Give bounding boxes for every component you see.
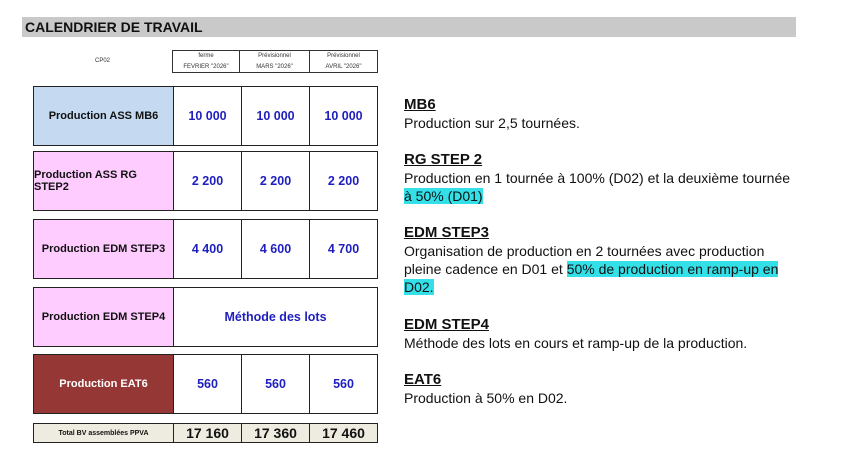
note-eat6: EAT6 Production à 50% en D02. — [404, 371, 568, 406]
cell: 2 200 — [309, 152, 377, 210]
column-header: Prévisionnel AVRIL "2026" — [309, 50, 378, 73]
column-header: ferme FEVRIER "2026" — [172, 50, 240, 73]
note-mb6: MB6 Production sur 2,5 tournées. — [404, 96, 580, 131]
note-rg-step2: RG STEP 2 Production en 1 tournée à 100% … — [404, 151, 791, 204]
note-edm-step3: EDM STEP3 Organisation de production en 2… — [404, 224, 779, 295]
table-row: Production EDM STEP3 4 400 4 600 4 700 — [33, 219, 378, 279]
row-label: Production ASS MB6 — [34, 87, 174, 145]
table-row: Production EDM STEP4 Méthode des lots — [33, 287, 378, 347]
cell: 560 — [309, 355, 377, 413]
table-row: Production EAT6 560 560 560 — [33, 354, 378, 414]
cell: 560 — [241, 355, 309, 413]
row-label: Production ASS RG STEP2 — [34, 152, 174, 210]
total-cell: 17 460 — [309, 424, 377, 442]
cell: 560 — [197, 377, 218, 391]
row-label: Production EDM STEP4 — [34, 288, 174, 346]
section-title: CALENDRIER DE TRAVAIL — [22, 17, 796, 37]
cell: 10 000 — [188, 109, 227, 123]
total-cell: 17 360 — [241, 424, 309, 442]
table-row: Production ASS MB6 10 000 10 000 10 000 — [33, 86, 378, 146]
note-edm-step4: EDM STEP4 Méthode des lots en cours et ra… — [404, 316, 748, 351]
row-label: Production EDM STEP3 — [34, 220, 174, 278]
total-row: Total BV assemblées PPVA 17 160 17 360 1… — [33, 423, 378, 443]
column-header: Prévisionnel MARS "2026" — [239, 50, 310, 73]
cell: 10 000 — [241, 87, 309, 145]
row-label: Production EAT6 — [34, 355, 174, 413]
table-row: Production ASS RG STEP2 2 200 2 200 2 20… — [33, 151, 378, 211]
total-label: Total BV assemblées PPVA — [34, 424, 174, 442]
cell: 4 600 — [241, 220, 309, 278]
cell: 4 400 — [191, 242, 224, 256]
cell: 4 700 — [309, 220, 377, 278]
cell: 10 000 — [309, 87, 377, 145]
table-corner: CP02 — [94, 58, 110, 64]
cell: 2 200 — [241, 152, 309, 210]
merged-cell: Méthode des lots — [224, 310, 327, 324]
total-cell: 17 160 — [174, 424, 241, 442]
cell: 2 200 — [191, 174, 224, 188]
